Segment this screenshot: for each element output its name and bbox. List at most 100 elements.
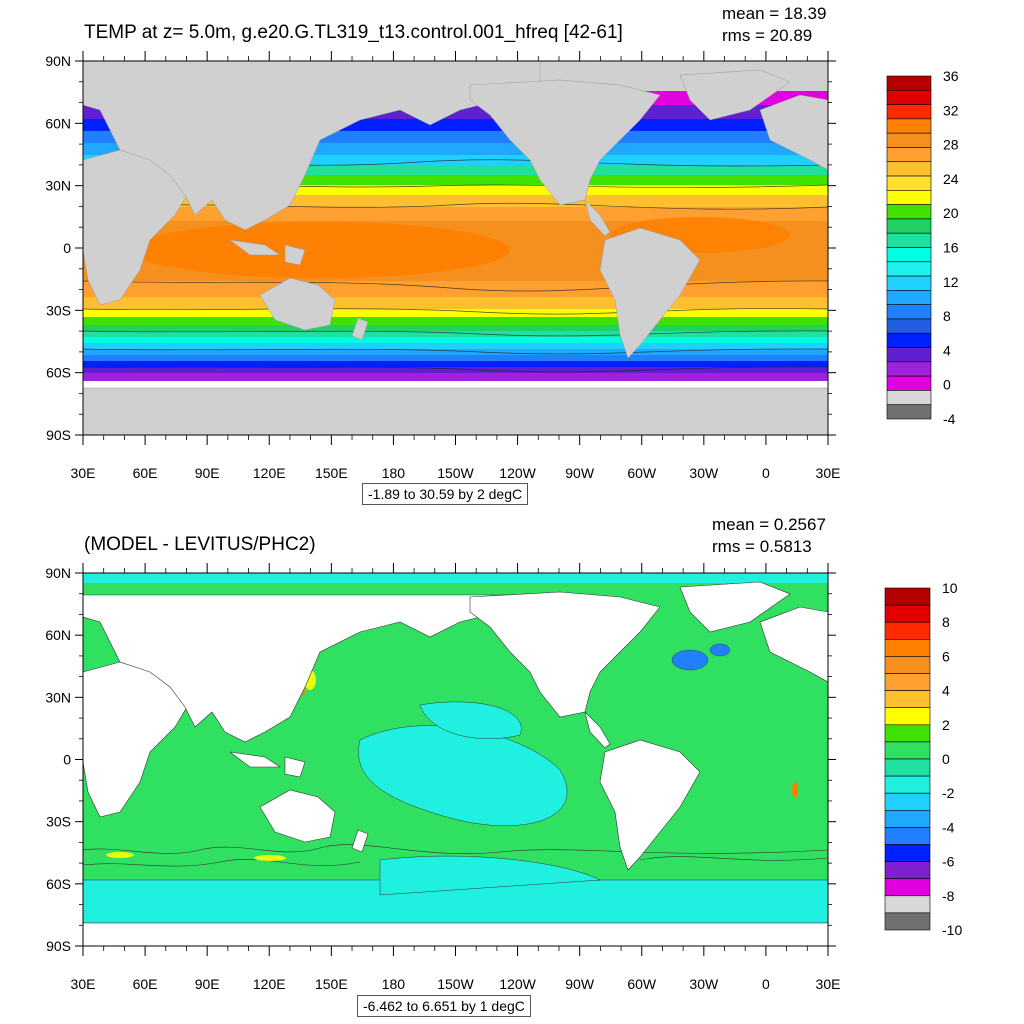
panel1-lon-label: 150E — [315, 465, 348, 481]
panel1-colorbar-box — [886, 261, 932, 277]
panel2-title: (MODEL - LEVITUS/PHC2) — [84, 534, 316, 555]
panel1-lat-label: 60S — [46, 365, 71, 381]
panel1-lon-label: 30W — [689, 465, 719, 481]
panel1-lon-label: 60E — [133, 465, 158, 481]
panel2-colorbar-box — [884, 741, 931, 760]
panel2-lon-label: 90W — [565, 976, 595, 992]
panel2-colorbar-box — [884, 621, 931, 640]
panel2-colorbar-box — [884, 912, 931, 931]
panel2-colorbar-label: -4 — [942, 819, 955, 835]
panel1-colorbar-label: 4 — [943, 342, 951, 358]
panel1-lat-label: 30S — [46, 302, 71, 318]
panel2-range-info: -6.462 to 6.651 by 1 degC — [357, 995, 531, 1017]
panel2-lat-label: 30S — [46, 814, 71, 830]
panel2-colorbar-label: 10 — [942, 580, 958, 596]
panel2-colorbar-box — [884, 775, 931, 794]
panel1-title: TEMP at z= 5.0m, g.e20.G.TL319_t13.contr… — [84, 22, 623, 43]
panel2-colorbar-box — [884, 895, 931, 914]
panel2-colorbar-box — [884, 638, 931, 657]
panel2-lon-label: 60E — [133, 976, 158, 992]
panel2-mean: mean = 0.2567 — [712, 515, 826, 534]
panel2-lon-label: 60W — [627, 976, 657, 992]
panel1-colorbar-box — [886, 147, 932, 163]
panel2-colorbar-box — [884, 758, 931, 777]
panel2-rms: rms = 0.5813 — [712, 537, 812, 556]
panel2-colorbar-label: -2 — [942, 785, 955, 801]
panel1-lat-label: 0 — [63, 240, 71, 256]
panel1-colorbar-box — [886, 104, 932, 120]
panel1-colorbar-box — [886, 318, 932, 334]
panel1-colorbar-box — [886, 89, 932, 105]
panel2-lat-label: 0 — [63, 752, 71, 768]
panel1-colorbar-box — [886, 390, 932, 406]
panel1-colorbar-label: 12 — [943, 274, 959, 290]
panel2-colorbar-box — [884, 792, 931, 811]
panel1-lat-label: 60N — [45, 115, 71, 131]
panel1-colorbar-box — [886, 118, 932, 134]
panel1-colorbar-box — [886, 361, 932, 377]
panel1-colorbar-box — [886, 404, 932, 420]
panel1-colorbar-box — [886, 218, 932, 234]
panel2-colorbar-box — [884, 707, 931, 726]
panel1-lon-label: 180 — [382, 465, 406, 481]
panel2-colorbar-label: 0 — [942, 751, 950, 767]
panel1-colorbar-box — [886, 232, 932, 248]
panel2-lon-label: 180 — [382, 976, 406, 992]
panel2-colorbar-box — [884, 724, 931, 743]
panel2-colorbar-box — [884, 690, 931, 708]
panel1-mean: mean = 18.39 — [722, 4, 827, 23]
panel1-lat-label: 30N — [45, 178, 71, 194]
axes-layer: 90N 60N 30N 0 30S 60S 90S 30E 60E 90E 120E 150E 180 1… — [45, 51, 840, 992]
panel2-colorbar-label: -8 — [942, 888, 955, 904]
panel2-lon-label: 30E — [816, 976, 841, 992]
panel1-colorbar-box — [886, 332, 932, 348]
panel2-colorbar-box — [884, 827, 931, 845]
panel1-colorbar-box — [886, 75, 932, 91]
panel1-colorbar-box — [886, 161, 932, 177]
panel2-colorbar-box — [884, 604, 931, 623]
panel1-colorbar-box — [886, 304, 932, 320]
panel1-colorbar-box — [886, 290, 932, 305]
panel1-rms: rms = 20.89 — [722, 26, 813, 45]
panel1-lon-label: 120W — [499, 465, 536, 481]
panel2-colorbar-label: 6 — [942, 648, 950, 664]
panel1-colorbar-label: 0 — [943, 377, 951, 393]
panel2-lat-label: 60N — [45, 627, 71, 643]
panel1-colorbar-label: 8 — [943, 308, 951, 324]
panel1-lon-label: 150W — [437, 465, 474, 481]
panel1-lat-label: 90N — [45, 53, 71, 69]
panel2-colorbar-box — [884, 673, 931, 691]
panel1-colorbar-label: 28 — [943, 137, 959, 153]
panel1-colorbar-label: 20 — [943, 205, 959, 221]
panel1-lon-label: 30E — [71, 465, 96, 481]
panel1-colorbar-label: 36 — [943, 68, 959, 84]
panel2-colorbar-box — [884, 844, 931, 862]
panel1-lon-label: 90E — [195, 465, 220, 481]
panel2-lon-label: 150E — [315, 976, 348, 992]
panel1-lon-label: 120E — [253, 465, 286, 481]
panel1-lat-label: 90S — [46, 427, 71, 443]
panel1-colorbar-box — [886, 375, 932, 391]
panel2-lat-label: 90N — [45, 565, 71, 581]
panel1-colorbar-label: 32 — [943, 102, 959, 118]
panel2-colorbar-label: 4 — [942, 683, 950, 699]
panel1-map — [83, 61, 828, 435]
panel2-colorbar-box — [884, 656, 931, 674]
panel1-colorbar-box — [886, 132, 932, 148]
panel2-colorbar-box — [884, 809, 931, 828]
panel1-colorbar-label: -4 — [943, 411, 956, 427]
panel2-colorbar-label: -10 — [942, 922, 962, 938]
panel2-colorbar-box — [884, 861, 931, 879]
panel2-lon-label: 150W — [437, 976, 474, 992]
panel1-colorbar-box — [886, 347, 932, 363]
panel1-colorbar-box — [886, 275, 932, 291]
panel2-colorbar-label: -6 — [942, 854, 955, 870]
panel1-colorbar-box — [886, 190, 932, 205]
panel2-lat-label: 60S — [46, 876, 71, 892]
panel2-lat-label: 90S — [46, 938, 71, 954]
panel1-lon-label: 30E — [816, 465, 841, 481]
panel2-lon-label: 0 — [762, 976, 770, 992]
panel1-range-info: -1.89 to 30.59 by 2 degC — [362, 483, 529, 505]
